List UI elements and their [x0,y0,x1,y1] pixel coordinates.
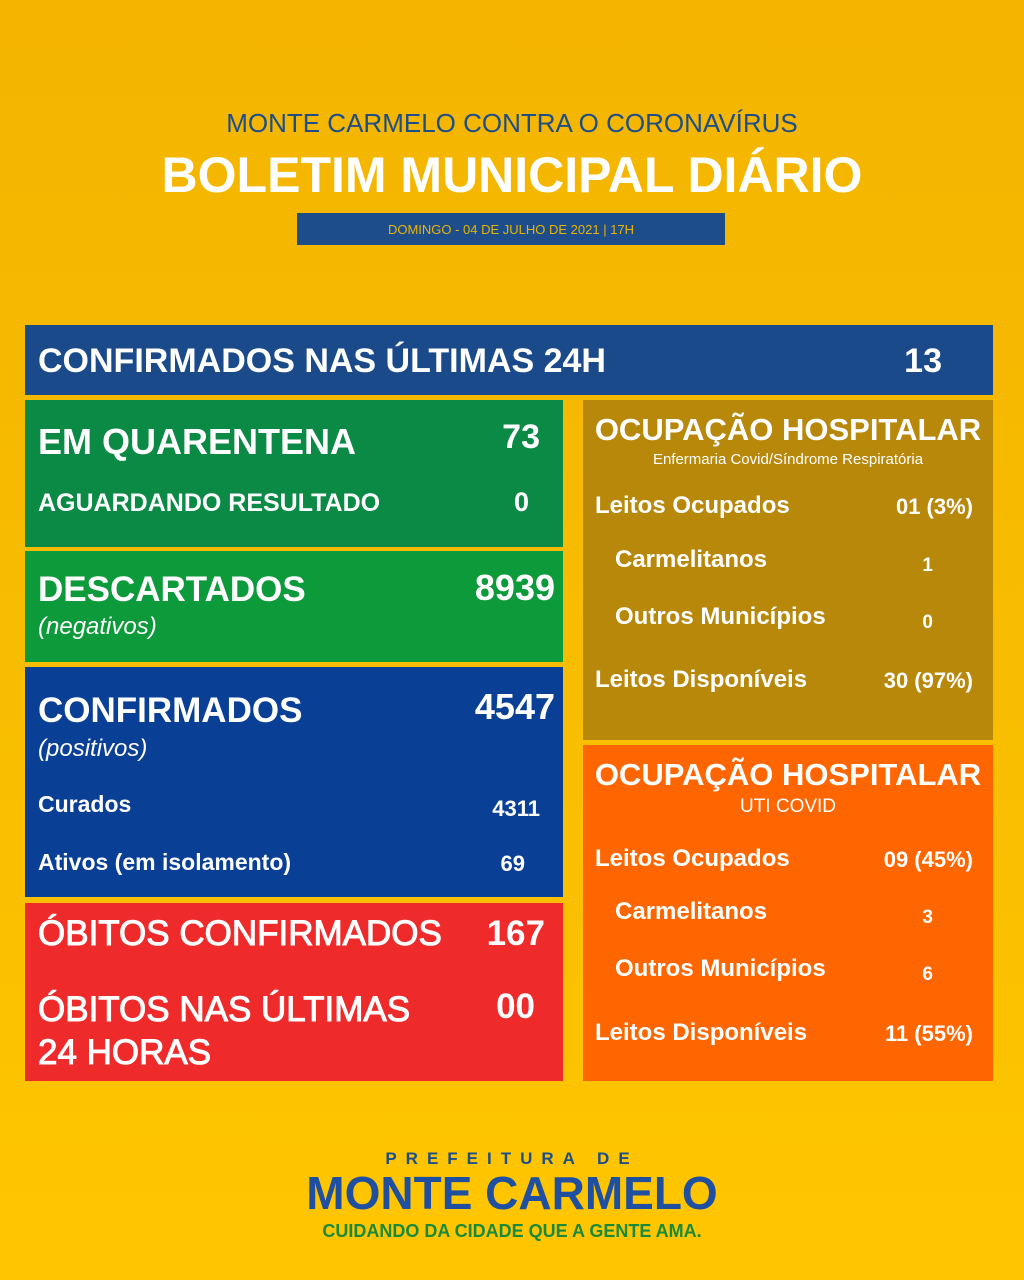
row-label: Leitos Ocupados [595,492,790,519]
value: 167 [486,914,545,953]
row-label: Outros Municípios [615,603,826,630]
label: CONFIRMADOS [38,691,303,730]
discarded-panel: DESCARTADOS (negativos) 8939 [25,551,563,662]
label: DESCARTADOS [38,570,306,609]
row-label: Carmelitanos [615,898,768,925]
quarantine-panel: EM QUARENTENA 73 AGUARDANDO RESULTADO 0 [25,400,563,547]
value: 4547 [474,686,555,727]
row-label: Leitos Ocupados [595,845,790,872]
row-value: 30 (97%) [883,668,973,693]
label: Curados [38,791,132,817]
note: (positivos) [38,735,148,762]
row-label: Carmelitanos [615,546,768,573]
deaths-panel: ÓBITOS CONFIRMADOS 167 ÓBITOS NAS ÚLTIMA… [25,903,563,1081]
row-label: Leitos Disponíveis [595,666,808,693]
panel-subtitle: Enfermaria Covid/Síndrome Respiratória [652,451,924,468]
footer-slogan: CUIDANDO DA CIDADE QUE A GENTE AMA. [322,1221,702,1241]
date: DOMINGO - 04 DE JULHO DE 2021 | 17H [387,222,635,237]
ward-panel: OCUPAÇÃO HOSPITALAR Enfermaria Covid/Sínd… [583,400,993,740]
row-value: 0 [922,612,933,633]
label: CONFIRMADOS NAS ÚLTIMAS 24H [38,342,606,380]
confirmed-panel: CONFIRMADOS (positivos) 4547 Curados 431… [25,667,563,897]
row-label: Leitos Disponíveis [595,1019,808,1046]
panel-subtitle: UTI COVID [739,796,837,817]
icu-panel: OCUPAÇÃO HOSPITALAR UTI COVID Leitos Ocupa… [583,745,993,1081]
label: ÓBITOS NAS ÚLTIMAS 24 HORAS [38,989,411,1072]
header-title: BOLETIM MUNICIPAL DIÁRIO [161,147,863,203]
label: EM QUARENTENA [38,421,357,462]
confirmed-24h-panel: CONFIRMADOS NAS ÚLTIMAS 24H 13 [25,325,993,395]
panel-title: OCUPAÇÃO HOSPITALAR [594,412,982,447]
row-value: 09 (45%) [883,847,973,872]
value: 69 [500,851,525,876]
row-value: 6 [922,964,933,985]
value: 0 [513,487,529,517]
label: AGUARDANDO RESULTADO [38,489,381,517]
row-value: 01 (3%) [895,494,973,519]
row-value: 3 [922,907,933,928]
header-subtitle: MONTE CARMELO CONTRA O CORONAVÍRUS [226,108,798,138]
note: (negativos) [38,613,157,640]
footer-name: MONTE CARMELO [306,1167,718,1219]
date-band: DOMINGO - 04 DE JULHO DE 2021 | 17H [297,213,725,245]
panel-title: OCUPAÇÃO HOSPITALAR [594,757,982,792]
value: 13 [904,342,942,380]
row-label: Outros Municípios [615,955,826,982]
footer-prefix: PREFEITURA DE [385,1149,639,1168]
value: 8939 [474,567,555,608]
label: ÓBITOS CONFIRMADOS [38,914,443,953]
label: Ativos (em isolamento) [38,849,292,875]
row-value: 11 (55%) [884,1021,973,1046]
row-value: 1 [922,555,933,576]
value: 00 [496,987,535,1026]
value: 73 [502,418,540,456]
value: 4311 [492,796,540,821]
